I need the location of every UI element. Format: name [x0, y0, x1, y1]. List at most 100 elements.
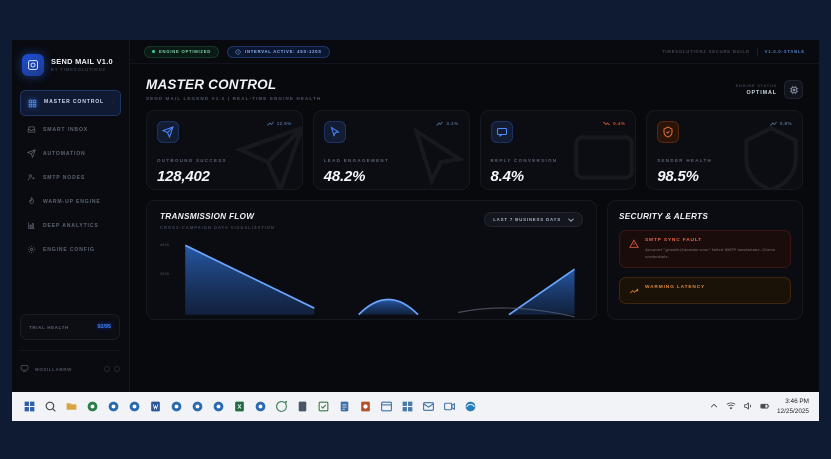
system-tray: 3:46 PM 12/25/2025 [709, 397, 811, 416]
ppt-icon[interactable] [356, 397, 375, 416]
stat-value: 128,402 [157, 168, 210, 185]
windows-taskbar: 3:46 PM 12/25/2025 [12, 392, 819, 421]
whatsapp-icon[interactable] [272, 397, 291, 416]
desktop-band-bottom [0, 421, 831, 459]
user-plus-icon [26, 173, 36, 183]
search-icon[interactable] [41, 397, 60, 416]
transmission-flow-chart: 4000 2000 [160, 241, 583, 319]
cursor-icon [323, 121, 346, 143]
trend-up-icon [436, 121, 444, 126]
main-content: ENGINE OPTIMIZED INTERVAL ACTIVE: 45S-12… [130, 40, 819, 392]
paper-plane-icon [157, 121, 179, 143]
sidebar-item-automation[interactable]: AUTOMATION [20, 143, 121, 164]
interval-active-label: INTERVAL ACTIVE: 45S-120S [245, 49, 322, 54]
sidebar-item-master-control[interactable]: MASTER CONTROL › [20, 90, 121, 116]
taskbar-clock[interactable]: 3:46 PM 12/25/2025 [777, 397, 809, 416]
browser-icon[interactable] [209, 397, 228, 416]
trial-health-value: 92/95 [97, 324, 112, 330]
sidebar-item-label: AUTOMATION [43, 150, 86, 157]
stat-card-reply-conversion[interactable]: 0.4% REPLY CONVERSION 8.4% [479, 110, 637, 190]
sidebar-item-warm-up-engine[interactable]: WARM-UP ENGINE [20, 191, 121, 212]
decorative-glyph [567, 122, 635, 189]
decorative-glyph [734, 122, 802, 189]
grid-icon [27, 98, 37, 108]
sidebar-item-label: ENGINE CONFIG [43, 246, 95, 253]
sidebar-item-label: SMTP NODES [43, 174, 86, 181]
stat-label: REPLY CONVERSION [490, 158, 558, 163]
mail-icon[interactable] [419, 397, 438, 416]
trend-icon [628, 285, 639, 296]
browser-icon[interactable] [188, 397, 207, 416]
battery-icon[interactable] [760, 398, 770, 416]
sidebar-item-label: SMART INBOX [43, 126, 89, 133]
engine-optimized-label: ENGINE OPTIMIZED [159, 49, 212, 54]
chart-line-2 [358, 298, 419, 316]
stat-card-outbound-success[interactable]: 12.5% OUTBOUND SUCCESS 128,402 [146, 110, 303, 190]
sidebar-footer-label: MOZILLABRW [35, 366, 72, 372]
sidebar-item-smart-inbox[interactable]: SMART INBOX [20, 119, 121, 140]
brand-name: SEND MAIL V1.0 [51, 56, 113, 66]
engine-status-label: ENGINE STATUS [735, 83, 777, 88]
stat-value: 8.4% [490, 168, 525, 185]
chevron-up-icon[interactable] [709, 398, 719, 416]
stat-card-sender-health[interactable]: 0.8% SENDER HEALTH 98.5% [646, 110, 803, 190]
app-logo-icon [22, 54, 44, 76]
stat-delta-value: 12.5% [276, 121, 292, 126]
alert-smtp-sync-fault[interactable]: SMTP SYNC FAULT Account "growth@domain.c… [619, 230, 791, 268]
y-tick-label: 4000 [160, 243, 170, 247]
stat-label: SENDER HEALTH [657, 158, 713, 163]
excel-icon[interactable] [230, 397, 249, 416]
date-range-select[interactable]: LAST 7 BUSINESS DAYS [484, 212, 583, 227]
browser-icon[interactable] [104, 397, 123, 416]
brand: SEND MAIL V1.0 BY TIMESOLUTIONZ [12, 40, 129, 76]
warning-triangle-icon [628, 238, 639, 249]
video-icon[interactable] [440, 397, 459, 416]
cpu-icon[interactable] [784, 80, 803, 99]
browser-icon[interactable] [125, 397, 144, 416]
stat-delta-value: 0.8% [779, 121, 792, 126]
date-range-value: LAST 7 BUSINESS DAYS [493, 217, 561, 222]
file-explorer-icon[interactable] [62, 397, 81, 416]
chevron-right-icon: › [112, 100, 114, 106]
alert-detail: Account "growth@domain.com" failed SMTP … [645, 247, 776, 259]
files-icon[interactable] [293, 397, 312, 416]
wifi-icon[interactable] [726, 398, 736, 416]
check-icon[interactable] [314, 397, 333, 416]
transmission-flow-panel: TRANSMISSION FLOW CROSS-CAMPAIGN DATA VI… [146, 200, 597, 320]
alert-warming-latency[interactable]: WARMING LATENCY [619, 277, 791, 304]
topbar-right: TIMESOLUTIONZ SECURE BUILD V1.0.0-STABLE [662, 47, 805, 56]
desktop-band-top [0, 0, 831, 40]
chart-y-axis: 4000 2000 [160, 241, 180, 319]
panel-subtitle: CROSS-CAMPAIGN DATA VISUALIZATION [160, 225, 275, 230]
panel-title: SECURITY & ALERTS [619, 212, 709, 221]
browser-icon[interactable] [251, 397, 270, 416]
sidebar: SEND MAIL V1.0 BY TIMESOLUTIONZ MASTER C… [12, 40, 130, 392]
volume-icon[interactable] [743, 398, 753, 416]
stat-card-lead-engagement[interactable]: 3.1% LEAD ENGAGEMENT 48.2% [312, 110, 470, 190]
browser-icon[interactable] [83, 397, 102, 416]
gear-icon [26, 245, 36, 255]
grid-icon[interactable] [398, 397, 417, 416]
bar-chart-icon [26, 221, 36, 231]
doc-icon[interactable] [335, 397, 354, 416]
clock-icon [235, 49, 241, 54]
sidebar-item-engine-config[interactable]: ENGINE CONFIG [20, 239, 121, 260]
engine-optimized-badge: ENGINE OPTIMIZED [144, 45, 220, 58]
sidebar-footer[interactable]: MOZILLABRW [20, 350, 120, 378]
start-icon[interactable] [20, 397, 39, 416]
window-icon[interactable] [377, 397, 396, 416]
chart-line-baseline [458, 307, 575, 318]
sidebar-item-deep-analytics[interactable]: DEEP ANALYTICS [20, 215, 121, 236]
edge-icon[interactable] [461, 397, 480, 416]
decorative-glyph [401, 122, 469, 189]
alert-title: WARMING LATENCY [645, 285, 706, 290]
security-alerts-panel: SECURITY & ALERTS SMTP SYNC FAULT Accoun… [607, 200, 803, 320]
trial-health-card: TRIAL HEALTH 92/95 [20, 314, 120, 340]
sidebar-item-smtp-nodes[interactable]: SMTP NODES [20, 167, 121, 188]
browser-icon[interactable] [167, 397, 186, 416]
word-icon[interactable] [146, 397, 165, 416]
chart-area-3 [508, 269, 575, 315]
stat-label: OUTBOUND SUCCESS [157, 158, 227, 163]
chart-svg [184, 244, 576, 318]
stat-delta-value: 3.1% [446, 121, 459, 126]
